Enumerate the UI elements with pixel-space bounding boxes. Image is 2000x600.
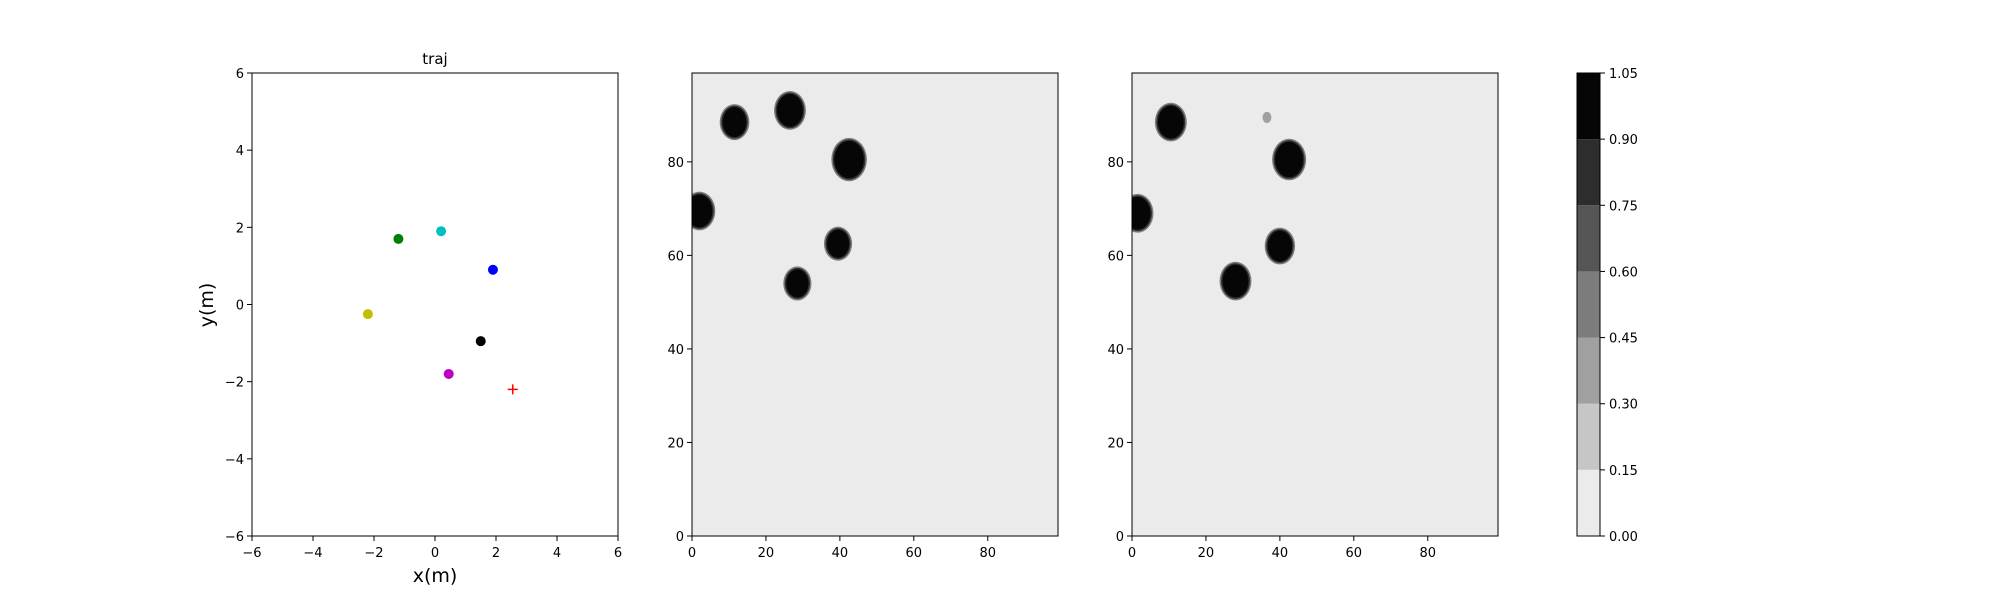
x-tick-label: 0 <box>431 546 439 561</box>
traj-y-ticks: −6 −4 −2 0 2 4 6 <box>225 67 252 545</box>
x-tick-label: 80 <box>979 546 996 561</box>
colorbar-segment <box>1577 469 1600 536</box>
heatmap-blob <box>823 226 853 261</box>
heatmap-2-x-ticks: 0 20 40 60 80 <box>1128 536 1436 561</box>
traj-panel: traj x(m) y(m) −6 −4 −2 0 2 4 6 −6 −4 −2 0 2 4 6 <box>196 50 622 587</box>
heatmap-blob <box>719 104 750 141</box>
x-tick-label: 4 <box>553 546 561 561</box>
y-tick-label: 0 <box>236 299 244 314</box>
y-tick-label: 0 <box>1116 530 1124 545</box>
heatmap-panel-1: 0 20 40 60 80 0 20 40 60 80 <box>667 72 1059 561</box>
x-tick-label: −2 <box>364 546 383 561</box>
y-tick-label: −2 <box>225 376 244 391</box>
colorbar-tick-label: 0.75 <box>1609 199 1638 214</box>
y-tick-label: 20 <box>667 436 684 451</box>
scatter-point <box>487 264 498 275</box>
heatmap-1-x-ticks: 0 20 40 60 80 <box>688 536 996 561</box>
x-tick-label: 80 <box>1419 546 1436 561</box>
scatter-point <box>436 226 447 237</box>
traj-y-axis-label: y(m) <box>196 283 218 328</box>
y-tick-label: 20 <box>1107 436 1124 451</box>
colorbar-segment <box>1577 271 1600 338</box>
scatter-point <box>443 368 454 379</box>
colorbar-tick-label: 0.45 <box>1609 332 1638 347</box>
heatmap-1-background <box>692 73 1058 536</box>
heatmap-2-blobs <box>1132 102 1307 301</box>
heatmap-2-axes-frame <box>1131 72 1499 537</box>
colorbar-tick-label: 0.15 <box>1609 464 1638 479</box>
heatmap-blob <box>774 91 806 130</box>
colorbar-segment <box>1577 205 1600 272</box>
heatmap-1-y-ticks: 0 20 40 60 80 <box>667 156 692 545</box>
x-tick-label: 60 <box>906 546 923 561</box>
colorbar-tick-label: 0.30 <box>1609 398 1638 413</box>
colorbar-segment <box>1577 139 1600 206</box>
y-tick-label: 40 <box>667 343 684 358</box>
heatmap-blob <box>831 137 867 182</box>
y-tick-label: 2 <box>236 221 244 236</box>
colorbar-segment <box>1577 403 1600 470</box>
heatmap-blob <box>1272 138 1307 181</box>
scatter-point <box>362 309 373 320</box>
y-tick-label: 80 <box>1107 156 1124 171</box>
heatmap-2-background <box>1132 73 1498 536</box>
colorbar-frame <box>1576 72 1601 537</box>
heatmap-blob <box>692 191 716 231</box>
x-tick-label: 6 <box>614 546 622 561</box>
x-tick-label: 0 <box>1128 546 1136 561</box>
y-tick-label: 60 <box>667 249 684 264</box>
y-tick-label: 40 <box>1107 343 1124 358</box>
heatmap-blob <box>1154 102 1187 142</box>
x-tick-label: 40 <box>1272 546 1289 561</box>
traj-points <box>362 226 518 395</box>
heatmap-blob <box>1262 111 1272 124</box>
x-tick-label: −4 <box>303 546 322 561</box>
traj-x-ticks: −6 −4 −2 0 2 4 6 <box>242 536 622 561</box>
colorbar-tick-label: 1.05 <box>1609 67 1638 82</box>
heatmap-blob <box>783 266 812 301</box>
scatter-point <box>475 336 486 347</box>
colorbar-tick-label: 0.60 <box>1609 265 1638 280</box>
colorbar-tick-label: 0.00 <box>1609 530 1638 545</box>
heatmap-blob <box>1219 261 1252 301</box>
y-tick-label: 80 <box>667 156 684 171</box>
y-tick-label: −6 <box>225 530 244 545</box>
heatmap-blob <box>1264 227 1296 265</box>
traj-x-axis-label: x(m) <box>413 565 458 587</box>
heatmap-1-axes-frame <box>691 72 1059 537</box>
colorbar-segment <box>1577 73 1600 140</box>
y-tick-label: 4 <box>236 144 244 159</box>
x-tick-label: 20 <box>1198 546 1215 561</box>
x-tick-label: 20 <box>758 546 775 561</box>
traj-axes-frame <box>251 72 619 537</box>
colorbar-ticks: 0.00 0.15 0.30 0.45 0.60 0.75 0.90 1.05 <box>1600 67 1638 545</box>
x-tick-label: 2 <box>492 546 500 561</box>
y-tick-label: 60 <box>1107 249 1124 264</box>
x-tick-label: 60 <box>1346 546 1363 561</box>
colorbar-segment <box>1577 337 1600 404</box>
x-tick-label: 40 <box>832 546 849 561</box>
scatter-point <box>393 233 404 244</box>
colorbar-tick-label: 0.90 <box>1609 133 1638 148</box>
target-plus-marker <box>507 384 518 395</box>
colorbar-segments <box>1577 73 1600 536</box>
heatmap-2-y-ticks: 0 20 40 60 80 <box>1107 156 1132 545</box>
heatmap-1-blobs <box>692 91 867 301</box>
x-tick-label: −6 <box>242 546 261 561</box>
heatmap-blob <box>1132 193 1154 233</box>
colorbar: 0.00 0.15 0.30 0.45 0.60 0.75 0.90 1.05 <box>1576 67 1638 545</box>
y-tick-label: −4 <box>225 453 244 468</box>
heatmap-panel-2: 0 20 40 60 80 0 20 40 60 80 <box>1107 72 1499 561</box>
y-tick-label: 6 <box>236 67 244 82</box>
x-tick-label: 0 <box>688 546 696 561</box>
traj-title: traj <box>422 50 447 68</box>
y-tick-label: 0 <box>676 530 684 545</box>
